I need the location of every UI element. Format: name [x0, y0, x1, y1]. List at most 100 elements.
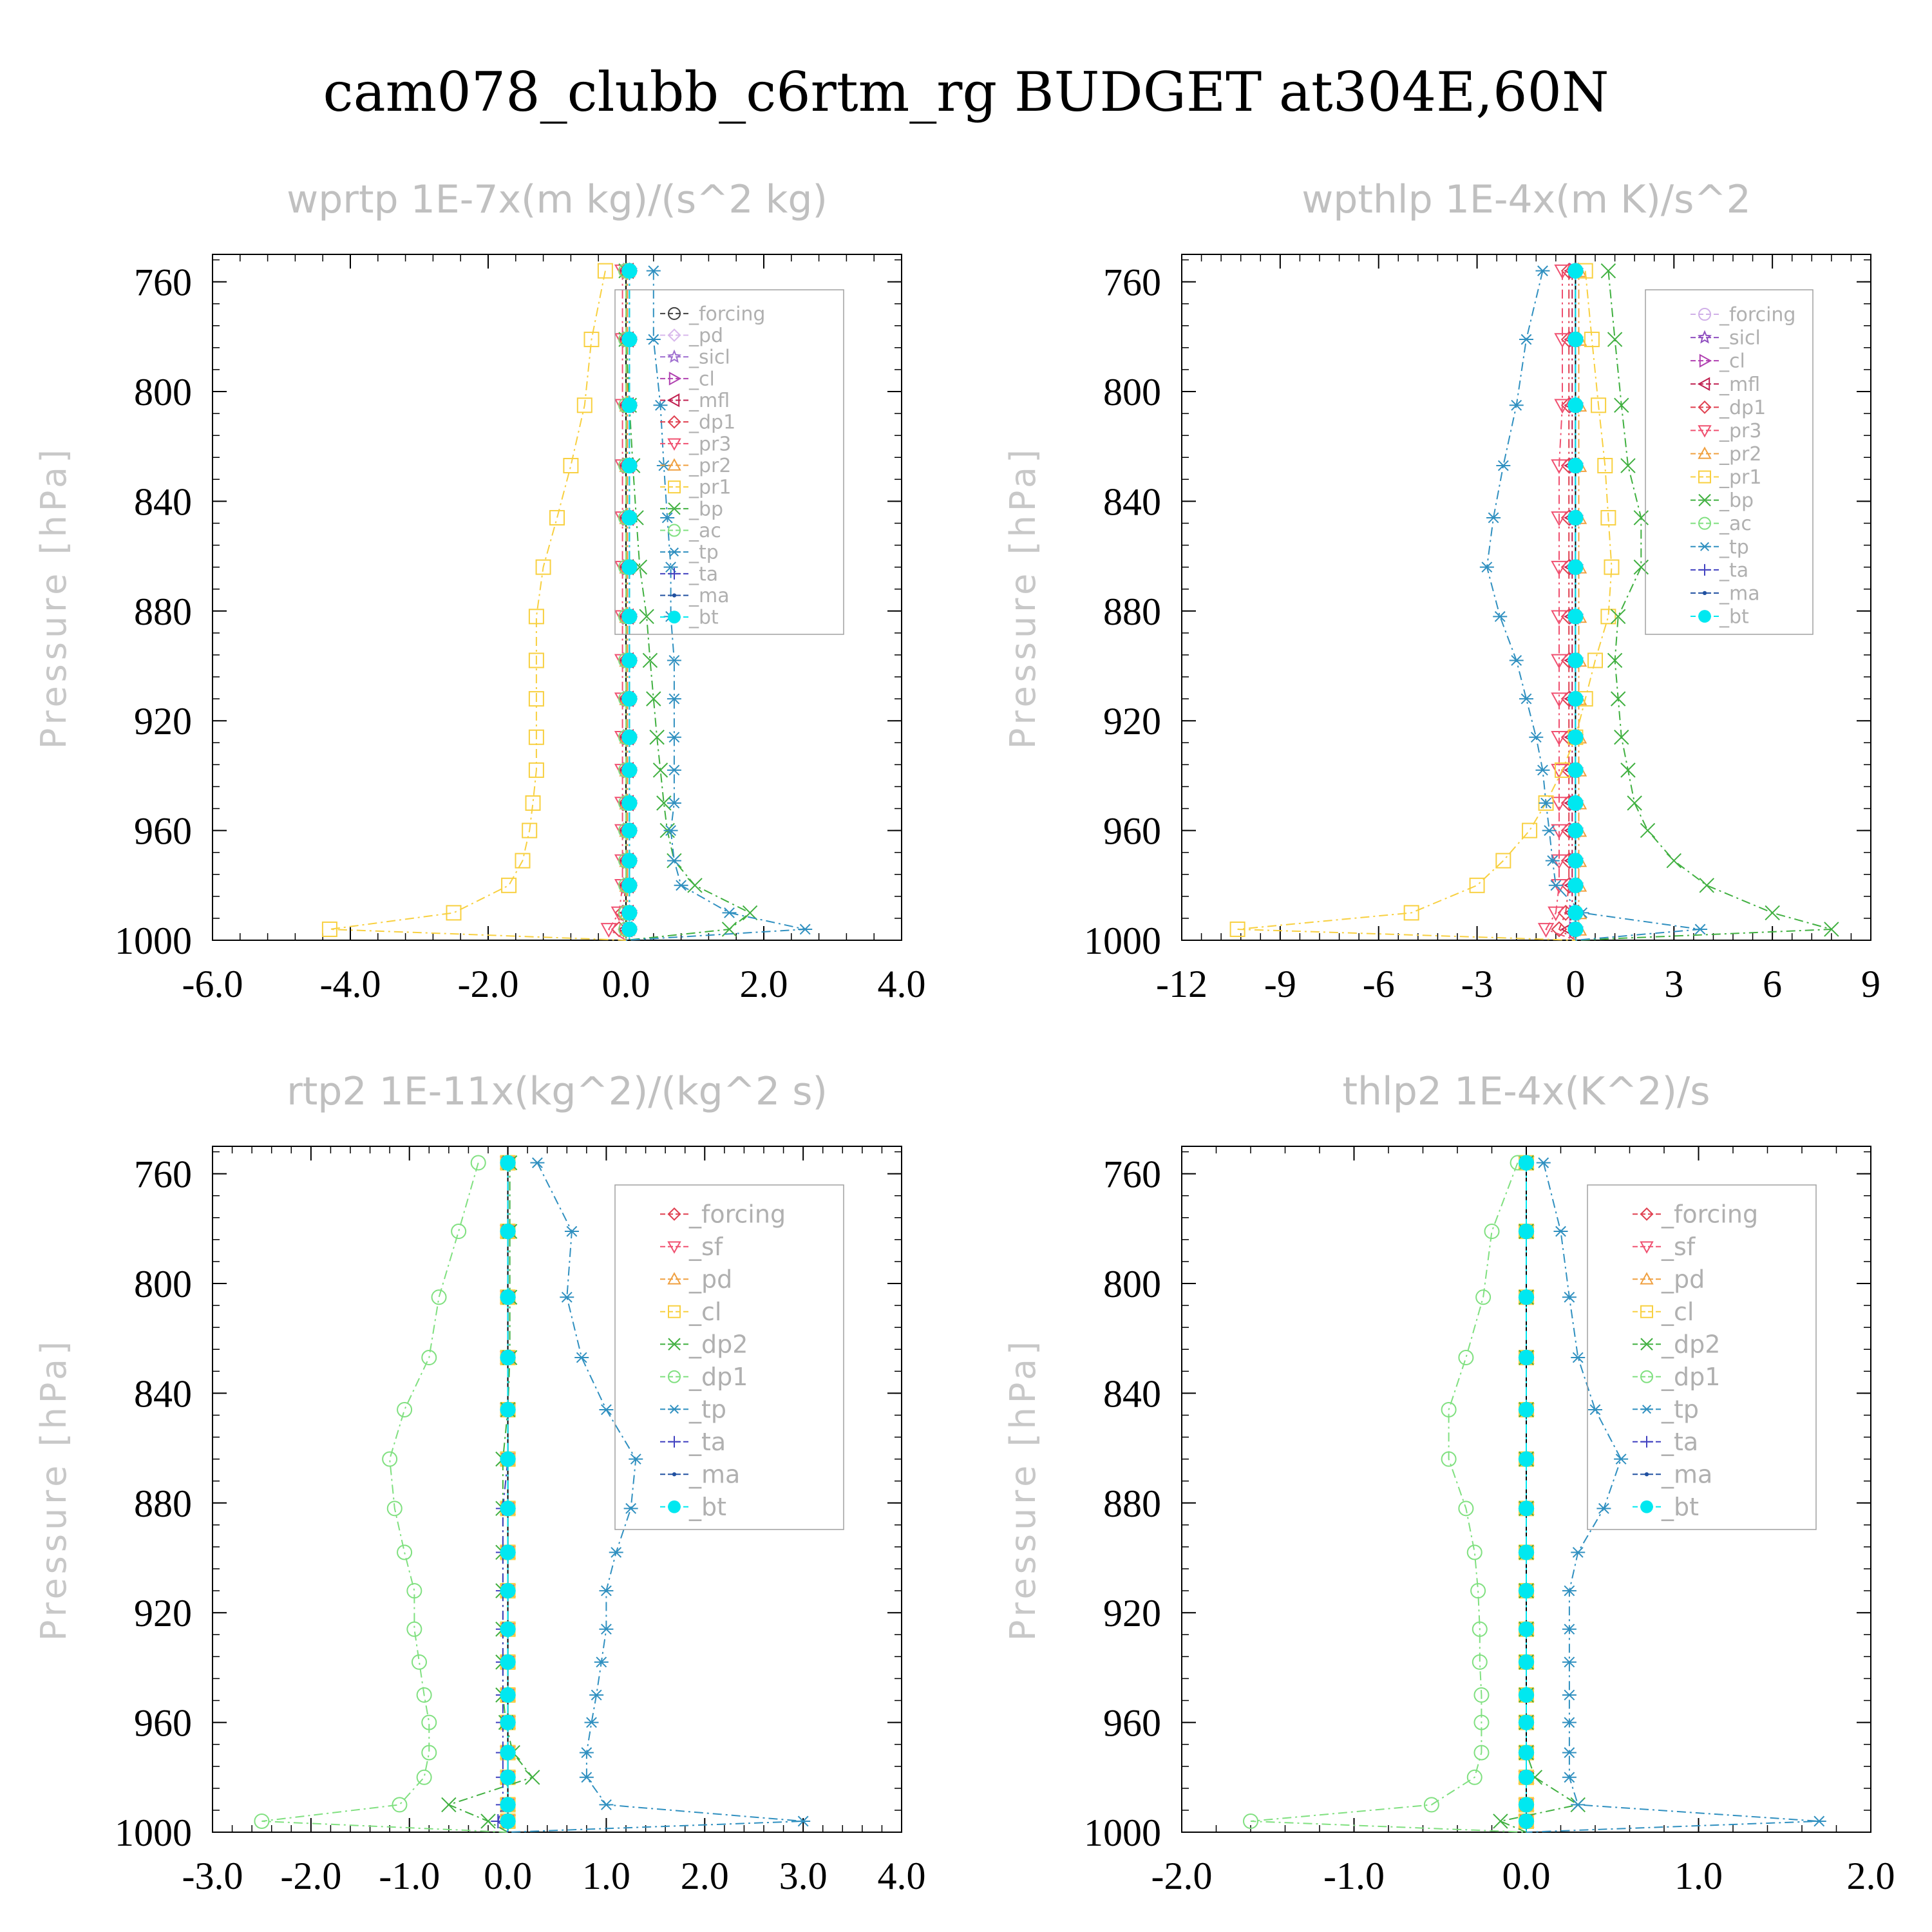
data-point	[1600, 509, 1616, 526]
data-point	[1614, 397, 1629, 413]
data-point	[667, 732, 681, 743]
data-point	[1479, 562, 1494, 573]
x-tick-label: -2.0	[280, 1855, 341, 1897]
data-point	[1458, 1350, 1474, 1366]
data-point	[574, 1352, 589, 1363]
data-point	[1562, 1585, 1577, 1596]
data-point	[597, 263, 613, 279]
legend-label: _dp1	[1661, 1363, 1720, 1391]
data-point	[599, 1585, 614, 1596]
data-point	[1518, 1544, 1535, 1560]
legend-marker	[668, 372, 682, 386]
axis-ticks	[212, 1146, 902, 1833]
x-tick-label: -2.0	[458, 963, 519, 1005]
data-point	[1551, 824, 1567, 839]
y-tick-label: 880	[134, 1482, 192, 1525]
data-point	[621, 691, 638, 707]
data-point	[480, 1814, 496, 1829]
legend-marker	[668, 480, 681, 494]
series-line	[507, 1162, 804, 1833]
x-tick-label: 0.0	[1502, 1855, 1551, 1897]
data-point	[1519, 334, 1533, 345]
data-point	[1567, 877, 1584, 893]
data-point	[1518, 1687, 1535, 1703]
series-line	[261, 1162, 508, 1833]
data-point	[579, 1747, 594, 1758]
legend-marker	[667, 328, 681, 342]
data-point	[621, 559, 638, 575]
data-point	[1473, 1745, 1490, 1761]
y-axis-label: Pressure [hPa]	[1003, 446, 1043, 749]
data-point	[621, 609, 638, 625]
data-point	[416, 1687, 432, 1703]
data-point	[1553, 1226, 1568, 1237]
panel-4: thlp2 1E-4x(K^2)/s Pressure [hPa] -2.0 -1.0…	[1003, 1069, 1895, 1897]
data-point	[1607, 332, 1623, 347]
data-point	[1441, 1401, 1457, 1417]
data-point	[500, 1155, 516, 1171]
legend-label: _bt	[688, 607, 719, 629]
x-tick-label: 2.0	[681, 1855, 729, 1897]
data-point	[1472, 1621, 1488, 1637]
data-point	[431, 1289, 447, 1305]
data-point	[522, 822, 538, 838]
legend-label: _mfl	[1719, 374, 1760, 396]
series-line	[1486, 270, 1701, 941]
x-tick-label: 9	[1861, 963, 1880, 1005]
series-line	[1250, 1162, 1527, 1833]
data-point	[646, 334, 661, 345]
legend-marker	[1698, 400, 1712, 414]
data-point	[623, 1502, 638, 1514]
data-point	[1551, 654, 1567, 669]
data-point	[564, 1226, 579, 1237]
data-point	[1518, 1769, 1535, 1785]
legend-marker	[668, 1305, 681, 1318]
data-point	[451, 1224, 467, 1240]
legend-label: _pr3	[1719, 420, 1761, 442]
data-point	[653, 399, 668, 411]
data-point	[1229, 921, 1245, 937]
data-point	[1562, 1656, 1577, 1668]
legend-marker	[667, 438, 681, 451]
legend-label: _pr2	[1719, 443, 1761, 466]
data-point	[621, 397, 638, 413]
legend-marker	[667, 1241, 681, 1254]
legend: _forcing_pd_sicl_cl_mfl_dp1_pr3_pr2_pr1_…	[614, 289, 844, 635]
data-point	[1554, 399, 1571, 414]
data-point	[1466, 1769, 1482, 1785]
legend-label: _cl	[1661, 1298, 1694, 1326]
panel-title: wpthlp 1E-4x(m K)/s^2	[1302, 177, 1751, 222]
legend-label: _forcing	[688, 303, 765, 325]
data-point	[1567, 559, 1584, 575]
legend-marker	[672, 593, 677, 598]
data-point	[1509, 399, 1524, 411]
data-point	[1567, 263, 1584, 279]
data-point	[1518, 1714, 1535, 1730]
data-point	[656, 795, 672, 811]
legend-entry: _pr3	[660, 433, 731, 455]
series-pr1	[1229, 263, 1620, 941]
series-line	[447, 1162, 534, 1833]
series-line	[329, 270, 627, 941]
legend-entry: _ac	[1690, 513, 1752, 535]
data-point	[1423, 1797, 1439, 1813]
legend-marker	[1699, 564, 1710, 576]
data-point	[1604, 559, 1620, 575]
legend-marker	[668, 524, 681, 537]
data-point	[1571, 1352, 1586, 1363]
x-tick-label: 4.0	[878, 963, 926, 1005]
data-point	[1562, 1772, 1577, 1783]
data-point	[1567, 762, 1584, 778]
legend-label: _ma	[1719, 582, 1760, 605]
legend-marker	[1698, 516, 1711, 530]
data-point	[421, 1350, 437, 1366]
legend-box	[614, 289, 844, 635]
data-point	[528, 609, 544, 625]
legend-entry: _pr1	[1690, 466, 1761, 489]
legend-marker	[1698, 425, 1712, 438]
legend-label: _ac	[688, 520, 721, 542]
legend-label: _cl	[688, 368, 715, 390]
data-point	[1518, 1583, 1535, 1599]
data-point	[1475, 1289, 1492, 1305]
legend-label: _sicl	[688, 346, 730, 369]
